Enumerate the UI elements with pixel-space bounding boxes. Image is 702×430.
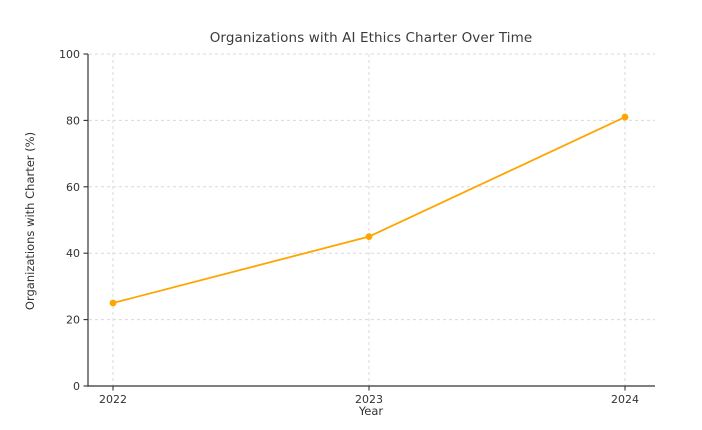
x-axis-label: Year [358,404,384,418]
data-point-2024 [621,113,629,121]
x-tick-label: 2023 [355,393,383,406]
y-tick-label: 60 [66,181,80,194]
y-tick-label: 0 [73,380,80,393]
x-tick-label: 2024 [611,393,639,406]
data-point-2022 [109,299,117,307]
x-tick-label: 2022 [99,393,127,406]
y-tick-label: 20 [66,314,80,327]
y-tick-label: 40 [66,247,80,260]
y-tick-label: 80 [66,114,80,127]
y-tick-label: 100 [59,48,80,61]
chart-title: Organizations with AI Ethics Charter Ove… [209,30,533,46]
data-point-2023 [365,233,373,241]
